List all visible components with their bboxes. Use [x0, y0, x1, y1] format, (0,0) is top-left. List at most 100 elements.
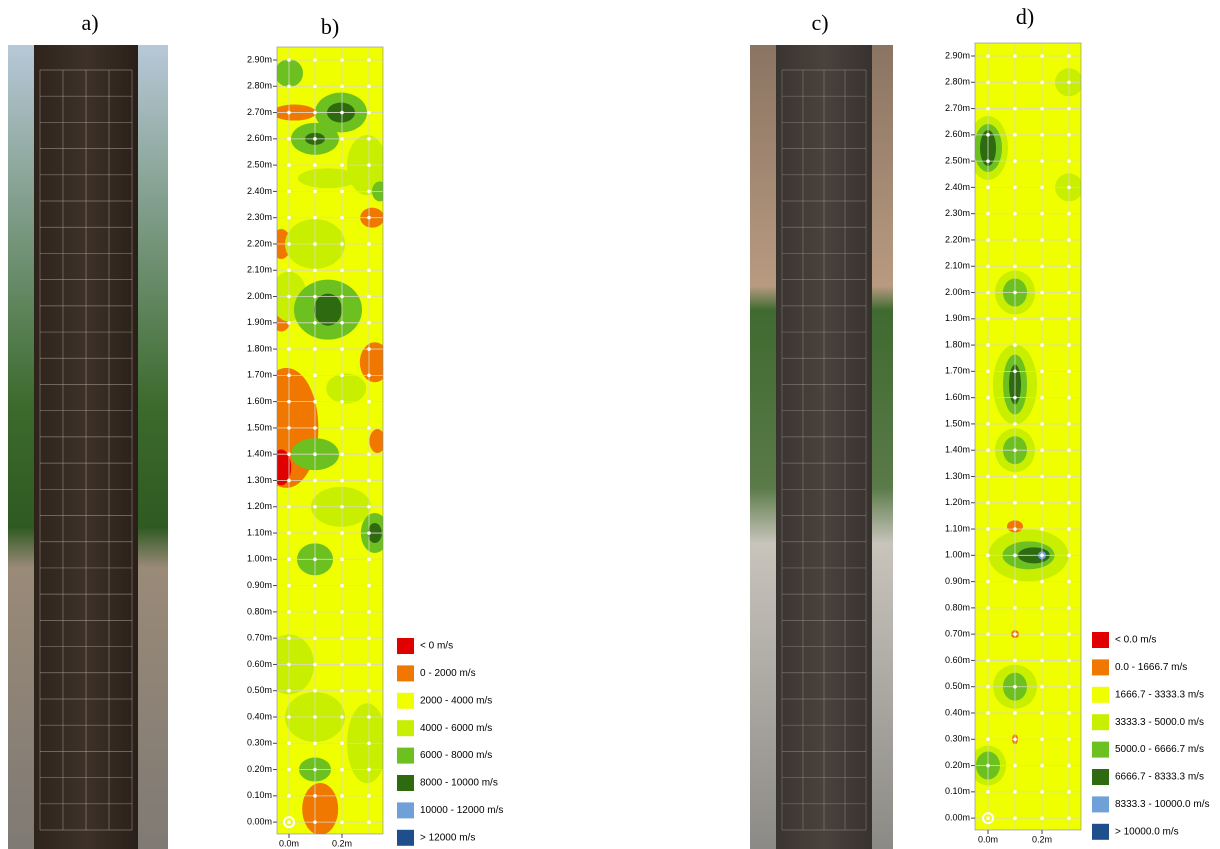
y-tick-label: 0.80m: [945, 602, 970, 612]
point: [313, 663, 317, 667]
point: [313, 584, 317, 588]
point: [1013, 816, 1017, 820]
y-tick-label: 2.30m: [247, 212, 272, 222]
legend-swatch: [1092, 714, 1109, 730]
point: [340, 58, 344, 62]
point: [986, 343, 990, 347]
point: [1013, 606, 1017, 610]
point: [1067, 317, 1071, 321]
point: [986, 54, 990, 58]
point: [1013, 212, 1017, 216]
y-tick-label: 0.80m: [247, 606, 272, 616]
point: [1067, 737, 1071, 741]
point: [1013, 790, 1017, 794]
point: [1040, 685, 1044, 689]
point: [986, 580, 990, 584]
point: [287, 715, 291, 719]
point: [986, 816, 990, 820]
point: [986, 264, 990, 268]
legend-swatch: [1092, 632, 1109, 648]
point: [340, 479, 344, 483]
point: [1067, 632, 1071, 636]
panel-label: c): [811, 10, 828, 35]
point: [313, 531, 317, 535]
point: [1067, 370, 1071, 374]
point: [313, 163, 317, 167]
point: [1013, 737, 1017, 741]
legend-label: 10000 - 12000 m/s: [420, 805, 503, 816]
legend-label: 6000 - 8000 m/s: [420, 750, 492, 761]
point: [313, 190, 317, 194]
panel-label: d): [1016, 4, 1034, 29]
legend-label: 1666.7 - 3333.3 m/s: [1115, 689, 1204, 700]
x-tick-label: 0.0m: [279, 838, 299, 848]
point: [1067, 186, 1071, 190]
point: [287, 479, 291, 483]
y-tick-label: 2.80m: [247, 81, 272, 91]
point: [1013, 186, 1017, 190]
y-tick-label: 2.60m: [247, 133, 272, 143]
point: [1013, 448, 1017, 452]
y-tick-label: 0.60m: [945, 655, 970, 665]
point: [1067, 212, 1071, 216]
point: [1040, 133, 1044, 137]
point: [367, 347, 371, 351]
point: [1067, 501, 1071, 505]
point: [287, 268, 291, 272]
point: [367, 400, 371, 404]
contour-zone: [326, 374, 366, 404]
y-tick-label: 2.80m: [945, 77, 970, 87]
point: [986, 606, 990, 610]
y-tick-label: 2.10m: [247, 265, 272, 275]
point: [367, 584, 371, 588]
point: [1067, 448, 1071, 452]
point: [287, 84, 291, 88]
point: [287, 452, 291, 456]
y-tick-label: 1.40m: [945, 445, 970, 455]
contour-zone: [314, 294, 342, 326]
point: [367, 58, 371, 62]
point: [340, 137, 344, 141]
y-tick-label: 1.80m: [945, 339, 970, 349]
point: [367, 452, 371, 456]
point: [287, 137, 291, 141]
point: [1013, 475, 1017, 479]
y-tick-label: 1.90m: [945, 313, 970, 323]
point: [340, 268, 344, 272]
point: [287, 531, 291, 535]
point: [1013, 685, 1017, 689]
point: [1040, 264, 1044, 268]
point: [1013, 264, 1017, 268]
point: [340, 400, 344, 404]
point: [313, 452, 317, 456]
legend-swatch: [397, 693, 414, 709]
point: [1067, 475, 1071, 479]
point: [1040, 396, 1044, 400]
y-tick-label: 2.40m: [247, 186, 272, 196]
point: [367, 295, 371, 299]
point: [313, 58, 317, 62]
point: [287, 663, 291, 667]
point: [313, 741, 317, 745]
y-tick-label: 0.90m: [247, 580, 272, 590]
point: [986, 711, 990, 715]
y-tick-label: 1.30m: [247, 475, 272, 485]
point: [340, 347, 344, 351]
point: [287, 163, 291, 167]
point: [1013, 764, 1017, 768]
legend-label: > 10000.0 m/s: [1115, 826, 1179, 837]
point: [340, 584, 344, 588]
point: [1013, 422, 1017, 426]
legend-label: 5000.0 - 6666.7 m/s: [1115, 744, 1204, 755]
point: [1040, 343, 1044, 347]
point: [313, 426, 317, 430]
point: [1013, 501, 1017, 505]
point: [287, 58, 291, 62]
point: [1067, 54, 1071, 58]
point: [367, 531, 371, 535]
point: [340, 84, 344, 88]
point: [340, 216, 344, 220]
point: [1067, 816, 1071, 820]
point: [287, 610, 291, 614]
point: [1067, 396, 1071, 400]
